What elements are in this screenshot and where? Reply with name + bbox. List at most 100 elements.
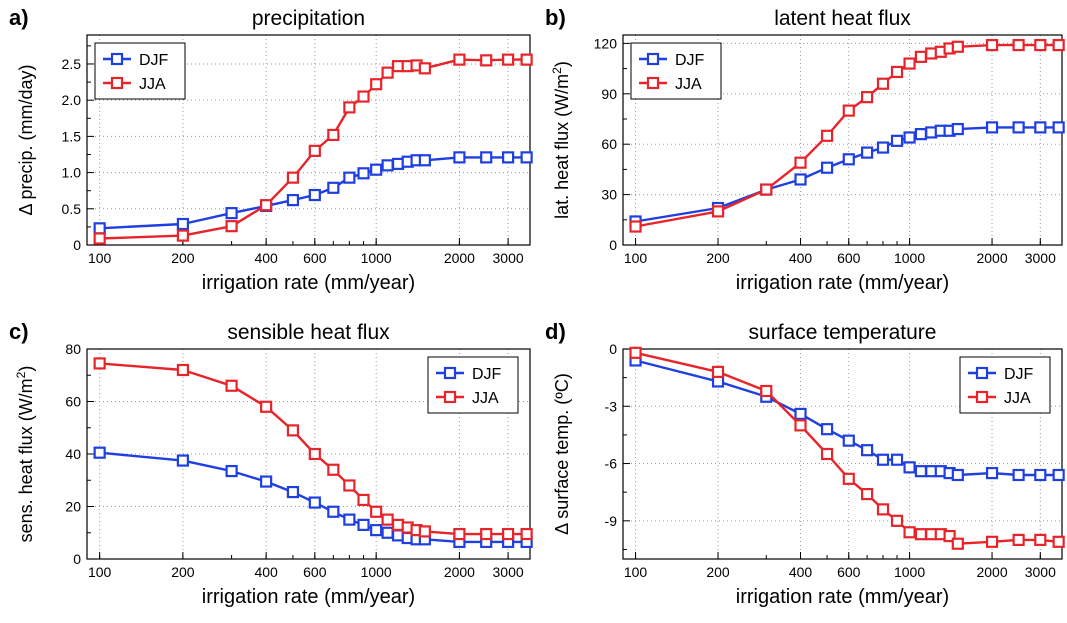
legend-box [94, 42, 186, 100]
data-point [842, 434, 855, 447]
data-point [1034, 121, 1047, 134]
legend-label: JJA [139, 76, 166, 93]
data-point [760, 183, 773, 196]
series-DJF [629, 121, 1065, 228]
data-point [418, 525, 431, 538]
y-tick-label: -9 [605, 513, 618, 529]
data-point [820, 161, 834, 174]
x-tick-label: 400 [789, 250, 813, 266]
legend-marker [110, 76, 124, 90]
series-DJF [93, 151, 533, 235]
x-tick-label: 600 [837, 564, 861, 580]
data-point [629, 220, 642, 233]
data-point [842, 153, 855, 166]
x-tick-label: 200 [706, 564, 730, 580]
data-point [260, 400, 273, 413]
x-tick-label: 3000 [493, 250, 524, 266]
x-tick-label: 2000 [976, 250, 1007, 266]
x-tick-label: 600 [303, 250, 327, 266]
data-point [876, 141, 890, 154]
data-point [861, 146, 874, 159]
data-point [343, 513, 356, 526]
data-point [1012, 121, 1025, 134]
y-tick-label: 2.5 [62, 56, 82, 72]
data-point [951, 468, 964, 482]
legend-label: DJF [675, 52, 705, 69]
y-axis-label: lat. heat flux (W/m2) [550, 61, 572, 219]
panel-title: precipitation [252, 7, 365, 30]
panel-title: sensible heat flux [227, 321, 390, 344]
x-tick-label: 600 [837, 250, 861, 266]
y-tick-label: 120 [594, 35, 618, 51]
data-point [327, 463, 340, 476]
data-point [357, 90, 370, 103]
data-point [629, 346, 642, 359]
data-point [391, 518, 405, 531]
y-tick-label: 0 [73, 237, 81, 253]
data-point [711, 205, 725, 218]
data-point [985, 38, 999, 52]
x-tick-label: 400 [789, 564, 813, 580]
panel-title: latent heat flux [774, 7, 911, 30]
plot-frame [622, 348, 1063, 560]
x-tick-label: 400 [254, 250, 278, 266]
legend-marker [975, 390, 989, 404]
legend: DJF JJA [959, 356, 1051, 414]
plot-frame [622, 34, 1063, 246]
data-point [260, 199, 273, 212]
data-point [842, 104, 855, 117]
data-point [370, 163, 383, 176]
y-tick-label: 0 [609, 341, 617, 357]
y-tick-label: 20 [65, 499, 81, 515]
x-tick-label: 1000 [894, 250, 925, 266]
x-tick-label: 200 [171, 250, 195, 266]
data-point [861, 487, 874, 501]
data-point [985, 535, 999, 548]
data-point [914, 128, 928, 141]
data-point [502, 151, 515, 164]
y-tick-label: 0.5 [62, 201, 82, 217]
legend-label: JJA [1004, 390, 1031, 407]
data-point [93, 446, 106, 459]
series-JJA [629, 38, 1065, 233]
data-point [453, 527, 466, 541]
data-point [890, 134, 904, 147]
data-point [951, 40, 964, 53]
data-point [480, 527, 493, 541]
x-tick-label: 1000 [361, 564, 392, 580]
x-tick-label: 3000 [1025, 564, 1056, 580]
data-point [794, 156, 807, 169]
plot-frame [86, 34, 531, 246]
data-point [343, 171, 356, 184]
data-point [176, 217, 189, 231]
data-point [418, 62, 431, 75]
data-point [943, 529, 956, 543]
data-point [1034, 468, 1047, 482]
x-tick-label: 100 [624, 250, 648, 266]
x-tick-label: 100 [624, 564, 648, 580]
legend-marker [975, 366, 989, 380]
panel-label: a) [9, 5, 29, 30]
data-point [876, 77, 890, 90]
x-tick-label: 1000 [894, 564, 925, 580]
data-point [985, 121, 999, 134]
legend: DJF JJA [94, 42, 186, 100]
data-point [327, 505, 340, 518]
x-axis-label: irrigation rate (mm/year) [736, 586, 949, 608]
data-point [391, 529, 405, 542]
x-tick-label: 100 [88, 564, 112, 580]
legend-label: DJF [1004, 366, 1034, 383]
panel-b: 100 200 400 600 1000 2000 3000 0 30 60 90 120 latent… [545, 5, 1065, 294]
x-axis-label: irrigation rate (mm/year) [202, 586, 415, 608]
x-tick-label: 3000 [493, 564, 524, 580]
y-tick-label: 0 [609, 237, 617, 253]
series-DJF [93, 446, 533, 549]
y-axis-label: sens. heat flux (W/m2) [14, 366, 36, 543]
data-point [308, 144, 321, 157]
legend-marker [110, 52, 124, 66]
data-point [842, 472, 855, 485]
y-tick-label: 80 [65, 341, 81, 357]
data-point [760, 384, 773, 398]
panel-c: 100 200 400 600 1000 2000 3000 0 20 40 60 80 sensibl… [9, 319, 533, 608]
panel-label: b) [545, 5, 566, 30]
